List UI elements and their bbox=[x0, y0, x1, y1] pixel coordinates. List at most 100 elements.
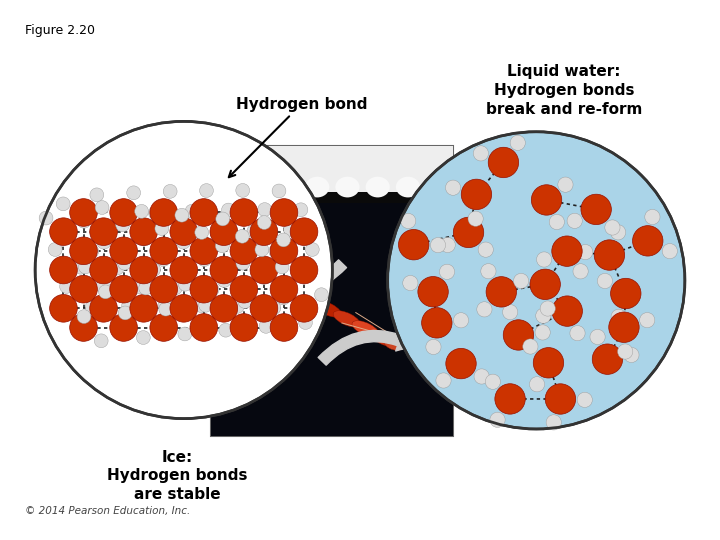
Ellipse shape bbox=[293, 267, 307, 281]
Ellipse shape bbox=[235, 230, 249, 243]
Ellipse shape bbox=[77, 310, 91, 323]
Ellipse shape bbox=[230, 199, 258, 226]
Ellipse shape bbox=[611, 225, 626, 240]
Ellipse shape bbox=[305, 242, 319, 256]
Ellipse shape bbox=[179, 277, 192, 291]
Ellipse shape bbox=[232, 247, 246, 260]
Ellipse shape bbox=[267, 301, 281, 315]
Ellipse shape bbox=[567, 213, 582, 228]
Ellipse shape bbox=[478, 242, 493, 257]
Ellipse shape bbox=[485, 374, 500, 389]
Ellipse shape bbox=[215, 239, 229, 253]
Ellipse shape bbox=[217, 274, 231, 287]
Ellipse shape bbox=[552, 236, 582, 266]
Ellipse shape bbox=[85, 244, 99, 258]
Ellipse shape bbox=[90, 256, 117, 284]
Ellipse shape bbox=[135, 205, 148, 218]
Ellipse shape bbox=[558, 177, 573, 192]
Text: Liquid water:
Hydrogen bonds
break and re-form: Liquid water: Hydrogen bonds break and r… bbox=[486, 64, 642, 117]
Ellipse shape bbox=[305, 177, 329, 198]
Ellipse shape bbox=[109, 275, 138, 303]
Ellipse shape bbox=[70, 199, 97, 226]
Ellipse shape bbox=[170, 218, 197, 246]
Ellipse shape bbox=[178, 327, 192, 341]
Ellipse shape bbox=[270, 275, 298, 303]
Ellipse shape bbox=[230, 275, 258, 303]
Ellipse shape bbox=[258, 202, 271, 217]
Ellipse shape bbox=[454, 313, 469, 328]
Ellipse shape bbox=[78, 260, 92, 274]
Ellipse shape bbox=[418, 276, 449, 307]
Ellipse shape bbox=[50, 294, 77, 322]
Ellipse shape bbox=[170, 294, 197, 322]
Ellipse shape bbox=[168, 281, 182, 295]
Ellipse shape bbox=[135, 232, 149, 246]
Ellipse shape bbox=[50, 218, 77, 246]
Ellipse shape bbox=[221, 267, 235, 281]
Ellipse shape bbox=[495, 384, 526, 414]
Ellipse shape bbox=[624, 347, 639, 362]
Ellipse shape bbox=[190, 275, 217, 303]
Ellipse shape bbox=[74, 211, 88, 225]
Ellipse shape bbox=[90, 218, 117, 246]
Ellipse shape bbox=[299, 315, 312, 329]
Ellipse shape bbox=[290, 294, 318, 322]
Ellipse shape bbox=[422, 308, 452, 338]
Ellipse shape bbox=[431, 238, 446, 253]
Ellipse shape bbox=[70, 237, 97, 265]
Ellipse shape bbox=[608, 312, 639, 342]
Ellipse shape bbox=[396, 177, 420, 198]
Ellipse shape bbox=[633, 226, 663, 256]
Ellipse shape bbox=[439, 264, 454, 279]
Ellipse shape bbox=[477, 302, 492, 317]
Ellipse shape bbox=[270, 237, 298, 265]
Ellipse shape bbox=[315, 288, 328, 302]
Ellipse shape bbox=[159, 302, 173, 316]
FancyArrowPatch shape bbox=[318, 330, 415, 365]
Ellipse shape bbox=[503, 320, 534, 350]
Ellipse shape bbox=[195, 226, 209, 239]
Ellipse shape bbox=[210, 218, 238, 246]
Ellipse shape bbox=[94, 334, 108, 348]
Ellipse shape bbox=[436, 373, 451, 388]
Ellipse shape bbox=[56, 197, 70, 211]
Ellipse shape bbox=[147, 262, 161, 276]
Ellipse shape bbox=[295, 291, 323, 307]
Bar bbox=[212, 146, 454, 192]
Ellipse shape bbox=[250, 256, 278, 284]
Ellipse shape bbox=[593, 344, 623, 374]
Ellipse shape bbox=[440, 238, 455, 253]
Ellipse shape bbox=[70, 275, 97, 303]
Ellipse shape bbox=[590, 329, 606, 345]
Ellipse shape bbox=[384, 337, 404, 350]
Ellipse shape bbox=[426, 177, 450, 198]
Ellipse shape bbox=[454, 217, 484, 248]
Ellipse shape bbox=[270, 314, 298, 341]
Ellipse shape bbox=[130, 218, 158, 246]
Text: Figure 2.20: Figure 2.20 bbox=[24, 24, 95, 37]
Ellipse shape bbox=[35, 122, 333, 418]
Ellipse shape bbox=[446, 348, 476, 379]
Text: Hydrogen bond: Hydrogen bond bbox=[229, 97, 367, 177]
Ellipse shape bbox=[95, 200, 109, 214]
Ellipse shape bbox=[199, 184, 213, 198]
Ellipse shape bbox=[581, 194, 611, 225]
Ellipse shape bbox=[264, 280, 281, 286]
FancyArrowPatch shape bbox=[250, 260, 346, 295]
Ellipse shape bbox=[230, 314, 258, 341]
Ellipse shape bbox=[150, 275, 178, 303]
Ellipse shape bbox=[598, 273, 613, 288]
Ellipse shape bbox=[490, 412, 505, 427]
Ellipse shape bbox=[48, 242, 62, 256]
Ellipse shape bbox=[474, 369, 490, 384]
Ellipse shape bbox=[250, 294, 278, 322]
Ellipse shape bbox=[97, 235, 111, 249]
Ellipse shape bbox=[170, 256, 197, 284]
Ellipse shape bbox=[199, 298, 212, 312]
Ellipse shape bbox=[219, 323, 233, 337]
Ellipse shape bbox=[545, 384, 575, 414]
Ellipse shape bbox=[184, 265, 197, 279]
Ellipse shape bbox=[257, 215, 271, 230]
Ellipse shape bbox=[132, 280, 146, 294]
Ellipse shape bbox=[60, 280, 73, 293]
